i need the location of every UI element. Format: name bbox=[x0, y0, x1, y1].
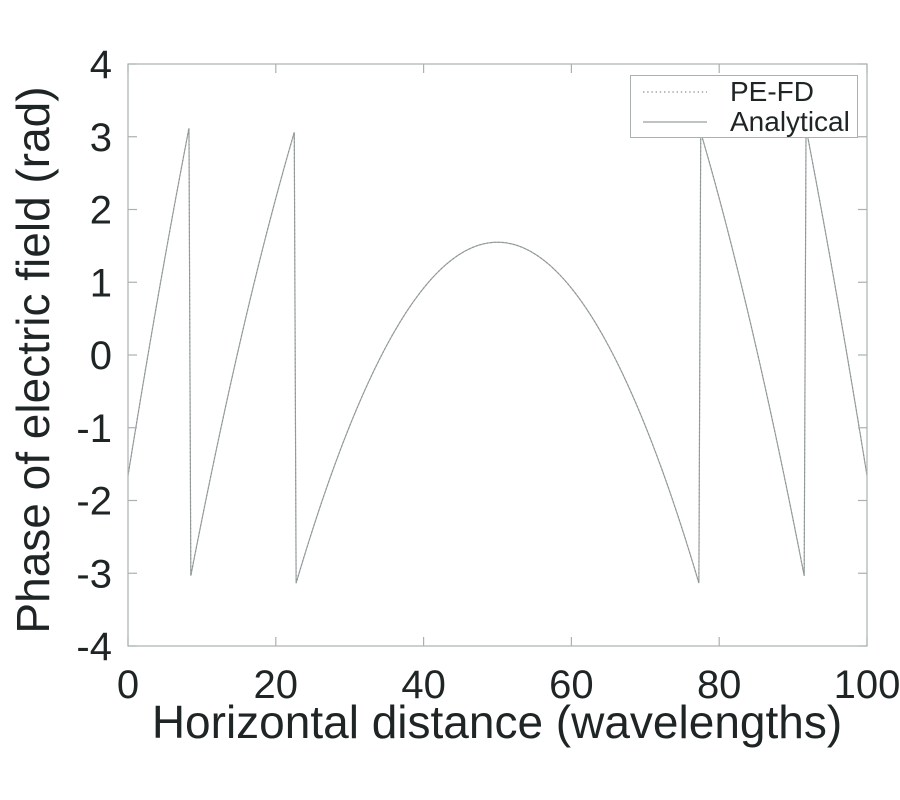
y-tick-label: -3 bbox=[76, 552, 112, 596]
y-tick-label: -1 bbox=[76, 407, 112, 451]
y-tick-label: 2 bbox=[90, 189, 112, 233]
x-tick-label: 20 bbox=[254, 663, 299, 707]
y-tick-label: 4 bbox=[90, 43, 112, 87]
axes-box bbox=[127, 63, 868, 647]
y-tick-label: 0 bbox=[90, 334, 112, 378]
legend-entry-pefd: PE-FD bbox=[631, 77, 857, 106]
x-tick-label: 60 bbox=[549, 663, 594, 707]
y-axis-title: Phase of electric field (rad) bbox=[7, 86, 59, 634]
legend-label-analytical: Analytical bbox=[730, 106, 850, 137]
y-tick-label: -2 bbox=[76, 480, 112, 524]
y-tick-label: -4 bbox=[76, 625, 112, 669]
curve-analytical bbox=[127, 128, 868, 584]
pefd-dotted-line-icon bbox=[643, 90, 707, 93]
legend-label-pefd: PE-FD bbox=[730, 76, 814, 107]
y-tick-label: 1 bbox=[90, 261, 112, 305]
x-tick-label: 80 bbox=[697, 663, 742, 707]
y-tick-label: 3 bbox=[90, 116, 112, 160]
legend-entry-analytical: Analytical bbox=[631, 107, 857, 136]
x-tick-label: 100 bbox=[834, 663, 900, 707]
x-axis-title: Horizontal distance (wavelengths) bbox=[151, 696, 843, 748]
curve-pefd bbox=[127, 128, 868, 584]
legend: PE-FD Analytical bbox=[630, 75, 858, 138]
x-tick-label: 0 bbox=[117, 663, 139, 707]
x-tick-label: 40 bbox=[401, 663, 446, 707]
analytical-solid-line-icon bbox=[643, 120, 707, 123]
